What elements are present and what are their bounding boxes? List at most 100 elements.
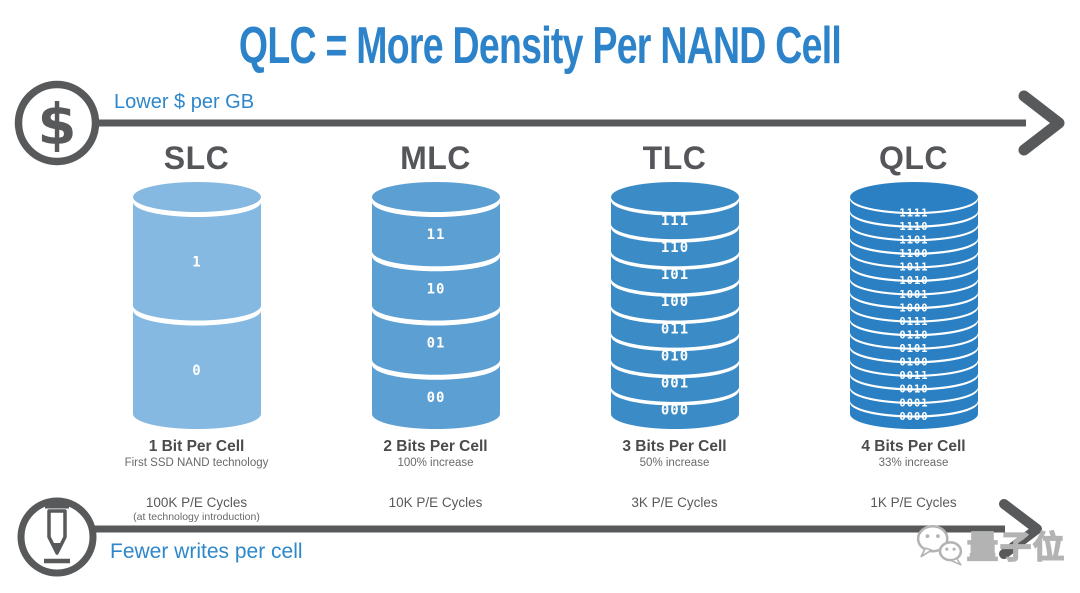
cell-level-label: 0111 [899,316,928,328]
cylinder-slc: 10 [132,182,261,429]
cell-level-band [610,200,739,240]
cell-level-band [849,348,978,375]
cell-level-label: 1001 [899,289,928,301]
cell-level-label: 0101 [899,343,928,355]
nand-column-slc: SLC 1 0 1 Bit Per Cell First SSD NAND techno… [77,140,316,524]
cell-level-band [610,227,739,267]
svg-text:$: $ [38,93,77,158]
bits-per-cell-label: 1 Bit Per Cell [148,438,245,455]
bottom-axis-arrow [93,499,1042,559]
watermark: 量子位 [916,522,1066,567]
cell-level-band [849,226,978,253]
cell-level-band [610,336,739,375]
cell-level-band [849,375,978,402]
cell-level-band [610,254,739,294]
pe-cycles-label: 3K P/E Cycles [631,495,718,510]
cell-level-label: 000 [660,403,688,419]
cell-level-label: 110 [660,240,688,256]
cell-level-label: 111 [660,213,688,229]
cell-level-band [849,334,978,362]
cell-level-band [132,202,261,321]
cell-level-label: 0 [192,363,201,379]
cell-level-label: 10 [426,281,445,297]
cell-level-label: 011 [660,321,688,337]
bits-per-cell-label: 4 Bits Per Cell [861,438,966,455]
cell-level-label: 1010 [899,275,928,287]
column-title: TLC [642,140,707,176]
bits-per-cell-label: 3 Bits Per Cell [622,438,727,455]
wechat-icon [916,524,963,566]
cell-level-label: 0011 [899,370,928,382]
cell-level-band [849,212,978,240]
cell-level-label: 010 [660,348,688,364]
cell-level-band [849,239,978,267]
nand-column-qlc: QLC 1111 1110 1101 1100 1011 1010 1001 1000 0111 0… [794,140,1033,524]
cell-level-label: 0100 [899,357,928,369]
pe-cycles-label: 100K P/E Cycles [145,495,248,510]
nand-column-mlc: MLC 11 10 01 00 2 Bits Per Cell 100% increase 1… [316,140,555,524]
cell-level-band [849,280,978,307]
bits-per-cell-label: 2 Bits Per Cell [383,438,488,455]
cell-level-band [849,307,978,335]
cell-level-label: 1101 [899,235,928,247]
arrow-head-icon [999,499,1042,559]
cell-level-label: 0000 [899,411,928,423]
cell-level-band [132,310,261,429]
cell-level-label: 11 [426,227,445,243]
caption-note: 33% increase [878,457,949,469]
pen-icon [17,497,97,577]
cell-level-label: 101 [660,267,688,283]
cell-level-band [371,202,500,267]
cell-level-label: 1110 [899,221,928,233]
cell-level-band [849,199,978,226]
cell-level-label: 01 [426,336,445,352]
cell-level-band [610,363,739,402]
pe-cycles-label: 1K P/E Cycles [870,495,957,510]
cell-level-label: 00 [426,390,445,406]
cell-level-band [371,364,500,429]
arrow-head-icon [1018,90,1065,156]
cell-level-label: 0110 [899,329,928,341]
cell-level-label: 100 [660,294,688,310]
nand-column-tlc: TLC 111 110 101 100 011 010 001 000 3 Bits Per Ce… [555,140,794,524]
bottom-axis-label: Fewer writes per cell [110,540,303,563]
cell-level-label: 001 [660,376,688,392]
cell-level-band [849,389,978,416]
cylinder-top-face [849,182,978,212]
cell-level-label: 0010 [899,384,928,396]
top-axis-arrow [95,90,1065,156]
cylinder-top-face [610,182,739,212]
cell-level-band [610,309,739,348]
cell-level-band [610,390,739,429]
cell-level-band [849,402,978,429]
cylinder-tlc: 111 110 101 100 011 010 001 000 [610,182,739,429]
page-title: QLC = More Density Per NAND Cell [238,17,842,75]
column-title: MLC [400,140,471,176]
column-title: QLC [878,140,949,176]
dollar-icon: $ [14,80,100,166]
caption-note: First SSD NAND technology [124,457,269,469]
cell-level-band [371,256,500,321]
cell-level-label: 1 [192,254,201,270]
cell-level-label: 1000 [899,302,928,314]
caption-note: 50% increase [639,457,710,469]
watermark-text: 量子位 [966,529,1066,567]
cell-level-band [849,361,978,389]
nand-columns: SLC 1 0 1 Bit Per Cell First SSD NAND techno… [77,140,1033,524]
top-axis-label: Lower $ per GB [114,91,255,113]
pe-cycles-label: 10K P/E Cycles [388,495,483,510]
pe-cycles-note: (at technology introduction) [133,511,260,523]
cylinder-top-face [371,182,500,212]
caption-note: 100% increase [397,457,474,469]
cylinder-top-face [132,182,261,212]
column-title: SLC [163,140,230,176]
cell-level-band [371,310,500,375]
cell-level-label: 0001 [899,397,928,409]
cell-level-label: 1011 [899,262,928,274]
cell-level-label: 1100 [899,248,928,260]
cell-level-band [610,281,739,321]
cell-level-band [849,253,978,280]
